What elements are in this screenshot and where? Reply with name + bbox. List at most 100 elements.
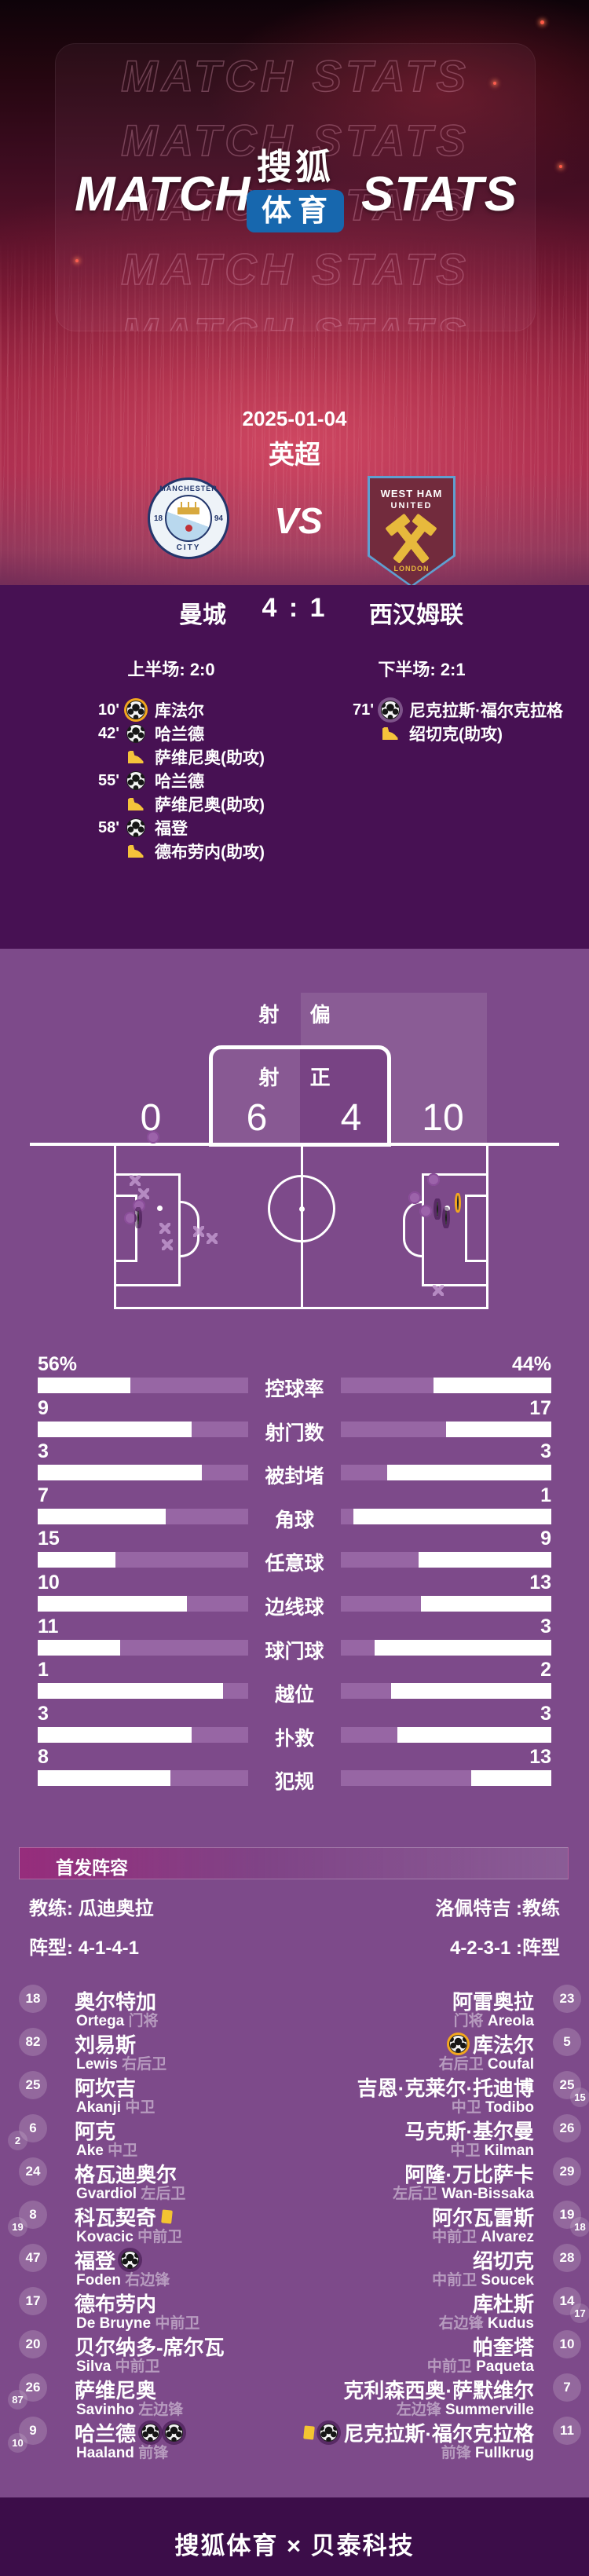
home-stat-value: 11 <box>38 1615 59 1637</box>
lineup-row: 14 17 库杜斯 右边锋 Kudus <box>0 2280 589 2332</box>
player-en-name: Coufal <box>487 2056 534 2073</box>
home-stat-fill <box>187 1596 248 1612</box>
player-position: 右后卫 <box>122 2056 167 2073</box>
player-info-row: 前锋 Fullkrug <box>441 2441 534 2462</box>
spark-decoration <box>493 82 496 85</box>
player-name: 阿隆·万比萨卡 <box>404 2163 534 2186</box>
player-en-name: Paqueta <box>476 2358 534 2375</box>
final-score: 4 : 1 <box>262 593 327 623</box>
goal-scorer: 哈兰德 <box>155 726 204 744</box>
goal-ball-icon <box>437 1202 438 1217</box>
player-info-row: 中前卫 Alvarez <box>432 2225 534 2246</box>
goal-time: 58' <box>97 818 119 836</box>
home-stat-value: 8 <box>38 1746 49 1768</box>
assist-event-row: 绍切克(助攻) <box>344 722 589 745</box>
player-name: 吉恩·克莱尔·托迪博 <box>357 2077 534 2100</box>
player-number-badge: 82 <box>19 2028 47 2056</box>
player-position: 中卫 <box>108 2142 138 2159</box>
lineup-row: 20 贝尔纳多-席尔瓦 Silva 中前卫 <box>0 2323 589 2375</box>
home-stat-value: 3 <box>38 1440 49 1462</box>
lineup-section-header: 首发阵容 <box>19 1847 569 1879</box>
scoreboard-section: 曼城 4 : 1 西汉姆联 上半场: 2:0 下半场: 2:1 10' 库法尔 42… <box>0 585 589 949</box>
vs-label: VS <box>274 500 323 541</box>
assist-boot-icon <box>382 727 398 740</box>
stat-label: 越位 <box>274 1684 314 1706</box>
left-penalty-spot <box>157 1206 163 1211</box>
player-position: 右边锋 <box>438 2315 484 2332</box>
home-stat-bar <box>38 1727 248 1743</box>
lineup-row: 29 阿隆·万比萨卡 左后卫 Wan-Bissaka <box>0 2150 589 2202</box>
substitute-number-badge: 87 <box>8 2390 27 2410</box>
shot-marker <box>124 1212 137 1224</box>
sohu-sports-badge: 体育 <box>247 190 344 232</box>
away-team-name: 西汉姆联 <box>369 602 463 628</box>
lineup-row: 28 绍切克 中前卫 Soucek <box>0 2237 589 2289</box>
player-position: 中前卫 <box>432 2272 477 2289</box>
rose-icon <box>185 525 192 532</box>
player-name-row: 阿克 <box>75 2116 115 2145</box>
match-date: 2025-01-04 <box>242 407 347 430</box>
away-stat-fill <box>341 1770 471 1786</box>
away-stat-fill <box>341 1640 375 1656</box>
away-stat-value: 1 <box>540 1484 551 1506</box>
goal-scorer: 哈兰德 <box>155 773 204 791</box>
home-stat-value: 15 <box>38 1528 60 1550</box>
assist-player: 萨维尼奥(助攻) <box>155 749 265 767</box>
player-number-badge: 24 <box>19 2157 47 2186</box>
player-name: 库法尔 <box>472 2033 534 2057</box>
stat-label: 边线球 <box>265 1597 324 1619</box>
player-name-row: 绍切克 <box>473 2245 534 2274</box>
goal-ball-icon <box>380 701 400 719</box>
player-en-name: Haaland <box>76 2445 134 2461</box>
lineup-row: 18 奥尔特加 Ortega 门将 <box>0 1978 589 2029</box>
player-info-row: 右边锋 Kudus <box>439 2311 534 2333</box>
player-position: 中卫 <box>450 2142 481 2159</box>
goal-icon-wrap <box>379 701 401 719</box>
player-position: 左边锋 <box>396 2402 441 2418</box>
player-info-row: Ake 中卫 <box>76 2139 137 2160</box>
watermark-text: MATCH STATS <box>56 302 535 331</box>
title-match: MATCH <box>75 167 251 221</box>
home-stat-bar <box>38 1422 248 1437</box>
lineup-row: 10 帕奎塔 中前卫 Paqueta <box>0 2323 589 2375</box>
player-info-row: 中前卫 Paqueta <box>427 2355 534 2376</box>
watermark-text: MATCH STATS <box>120 50 470 101</box>
crest-text: 18 <box>154 514 163 523</box>
goal-ball-icon <box>165 2424 184 2442</box>
home-stat-fill <box>202 1465 248 1480</box>
goal-icon-wrap <box>125 701 146 719</box>
shot-map-pitch <box>114 1146 488 1309</box>
yellow-card-icon <box>303 2425 316 2440</box>
player-info-row: Lewis 右后卫 <box>76 2052 166 2073</box>
player-name-row: 吉恩·克莱尔·托迪博 <box>357 2073 534 2102</box>
home-stat-value: 1 <box>38 1659 49 1681</box>
right-penalty-area <box>422 1173 486 1286</box>
player-info-row: 右后卫 Coufal <box>439 2052 534 2073</box>
ship-icon <box>177 502 199 514</box>
lineup-row: 25 阿坎吉 Akanji 中卫 <box>0 2064 589 2116</box>
assist-boot-icon <box>127 845 144 858</box>
away-stat-value: 3 <box>540 1703 551 1725</box>
home-stat-fill <box>192 1422 248 1437</box>
player-info-row: 中卫 Kilman <box>450 2139 534 2160</box>
player-en-name: Gvardiol <box>76 2186 137 2202</box>
away-stat-value: 2 <box>540 1659 551 1681</box>
player-name-row: 帕奎塔 <box>473 2332 534 2361</box>
player-en-name: Silva <box>76 2358 112 2375</box>
player-en-name: Alvarez <box>481 2229 534 2245</box>
light-streaks-decoration <box>0 236 589 585</box>
lineup-row: 7 克利森西奥·萨默维尔 左边锋 Summerville <box>0 2366 589 2418</box>
crest-text: WEST HAM <box>380 488 443 499</box>
own-goal-ball-icon <box>126 701 145 719</box>
lineup-row: 23 阿雷奥拉 门将 Areola <box>0 1978 589 2029</box>
player-name-row: 科瓦契奇 <box>75 2202 173 2231</box>
lineup-row: 47 福登 Foden 右边锋 <box>0 2237 589 2289</box>
goal-event-row: 55' 哈兰德 <box>90 769 341 792</box>
away-stat-bar <box>341 1640 551 1656</box>
goal-ball-icon <box>126 818 145 837</box>
lineup-row: 6 2 阿克 Ake 中卫 <box>0 2107 589 2159</box>
goal-frame <box>209 1045 391 1147</box>
home-stat-fill <box>166 1509 248 1524</box>
lineup-row: 19 18 阿尔瓦雷斯 中前卫 Alvarez <box>0 2194 589 2245</box>
